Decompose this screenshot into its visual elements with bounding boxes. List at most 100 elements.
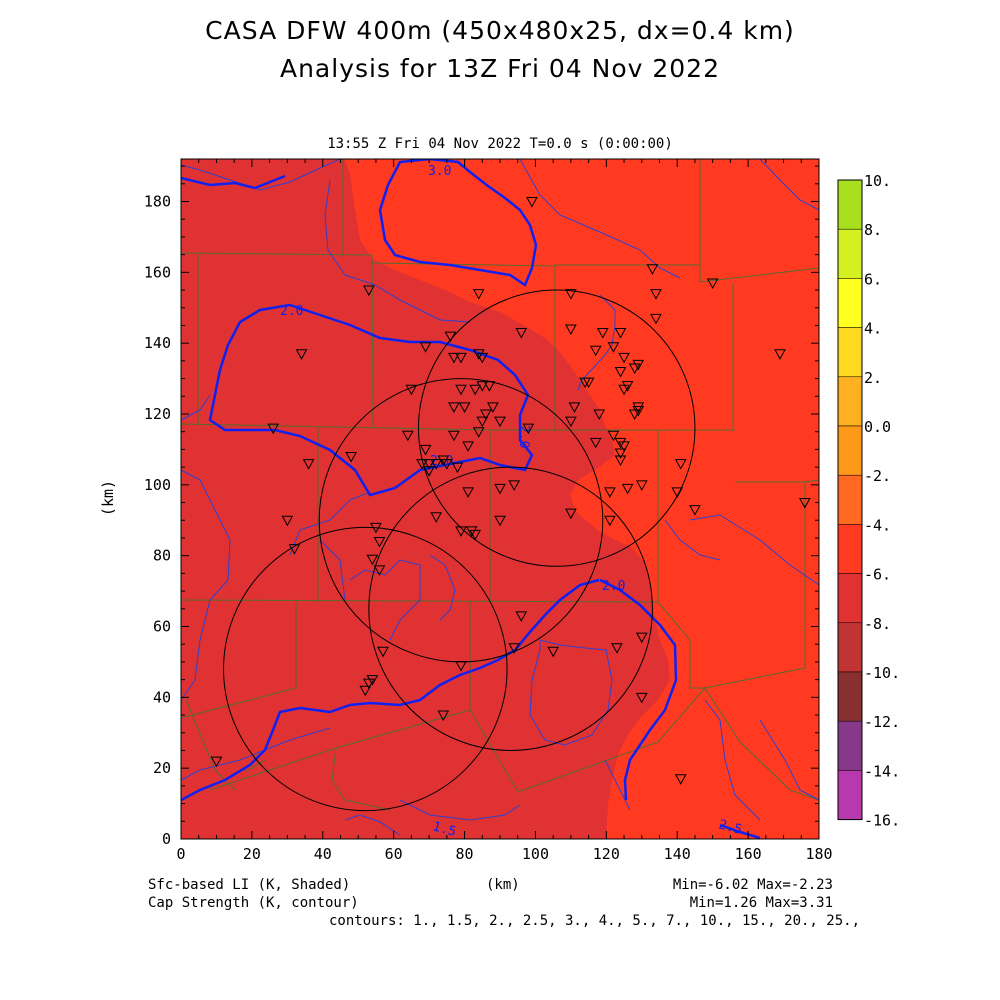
colorbar-label: -16. <box>864 812 900 830</box>
station-marker <box>593 409 606 421</box>
station-marker <box>476 416 489 428</box>
footer-contour-levels: contours: 1., 1.5, 2., 2.5, 3., 4., 5., … <box>328 913 860 929</box>
station-marker <box>451 462 464 474</box>
station-marker <box>565 416 577 428</box>
station-marker <box>582 377 595 389</box>
thin-contours <box>181 159 819 836</box>
station-marker <box>628 363 641 374</box>
colorbar-label: 0.0 <box>864 418 891 436</box>
colorbar-swatch <box>837 720 863 771</box>
station-marker <box>472 289 485 300</box>
station-marker <box>565 508 577 520</box>
x-tick-label: 180 <box>805 845 832 863</box>
station-marker <box>448 402 460 413</box>
station-marker <box>522 423 535 435</box>
station-marker <box>359 685 372 697</box>
radar-ring-3 <box>368 466 653 751</box>
station-marker <box>472 427 485 438</box>
station-marker <box>494 416 506 428</box>
x-tick-label: 160 <box>735 845 762 863</box>
station-markers <box>210 197 811 785</box>
contour-label-2a: 2.0 <box>280 304 303 319</box>
station-marker <box>455 526 467 537</box>
colorbar-label: -8. <box>864 615 891 633</box>
colorbar-label: -12. <box>864 713 900 731</box>
y-tick-label: 20 <box>153 759 171 777</box>
station-marker <box>423 466 435 477</box>
li-minus4-to-minus6-region <box>181 159 670 839</box>
station-marker <box>614 367 627 378</box>
y-tick-label: 0 <box>162 830 171 848</box>
x-axis: 0 20 40 60 80 100 120 140 160 180 <box>176 159 833 863</box>
station-marker <box>547 646 560 658</box>
station-marker <box>568 402 581 413</box>
station-marker <box>689 505 701 516</box>
colorbar-swatch <box>837 524 863 574</box>
footer-cap-minmax: Min=1.26 Max=3.31 <box>689 895 833 911</box>
station-marker <box>508 480 521 491</box>
station-marker <box>419 342 432 353</box>
radar-ring-4 <box>223 526 508 812</box>
station-marker <box>472 349 485 360</box>
station-marker <box>611 643 623 654</box>
station-marker <box>373 565 386 576</box>
station-marker <box>565 324 577 336</box>
station-marker <box>366 675 379 686</box>
station-marker <box>469 529 482 541</box>
station-marker <box>650 289 662 300</box>
station-marker <box>462 487 474 498</box>
colorbar-label: -4. <box>864 516 891 534</box>
station-marker <box>455 660 467 672</box>
y-axis-label: (km) <box>99 480 117 516</box>
station-marker <box>370 522 382 534</box>
station-marker <box>614 328 627 339</box>
station-marker <box>405 384 418 396</box>
colorbar-swatch <box>837 622 863 673</box>
x-tick-label: 60 <box>385 845 403 863</box>
colorbar-frame <box>837 179 863 821</box>
colorbar: 10. 8. 6. 4. 2. 0.0 -2. -4. -6. -8. -10. -12. -14. -1… <box>837 172 900 830</box>
map-subtitle: Analysis for 13Z Fri 04 Nov 2022 <box>279 54 720 83</box>
station-marker <box>494 515 506 527</box>
station-marker <box>363 285 375 297</box>
colorbar-swatch <box>837 770 863 820</box>
station-marker <box>281 515 294 527</box>
station-marker <box>618 352 630 364</box>
station-marker <box>607 342 620 353</box>
station-marker <box>646 264 659 275</box>
colorbar-label: -10. <box>864 664 900 682</box>
radar-ring-1 <box>417 289 696 567</box>
station-marker <box>440 459 453 470</box>
station-marker <box>288 544 301 555</box>
station-marker <box>565 289 577 300</box>
station-marker <box>469 384 482 396</box>
station-marker <box>476 381 489 392</box>
colorbar-swatch <box>837 474 863 525</box>
station-marker <box>632 359 645 371</box>
x-tick-label: 20 <box>243 845 261 863</box>
colorbar-swatch <box>837 327 863 378</box>
station-marker <box>515 328 528 339</box>
station-marker <box>302 459 315 470</box>
x-tick-label: 40 <box>314 845 332 863</box>
station-marker <box>465 526 478 537</box>
y-tick-label: 60 <box>153 618 171 636</box>
station-marker <box>589 437 602 449</box>
colorbar-swatch <box>837 228 863 279</box>
footer-shaded-label: Sfc-based LI (K, Shaded) <box>148 877 351 893</box>
station-marker <box>444 331 457 343</box>
station-marker <box>430 459 443 470</box>
thick-contours <box>181 159 761 839</box>
station-marker <box>706 278 719 289</box>
li-shaded-field <box>181 159 819 839</box>
station-marker <box>596 328 609 339</box>
valid-time-label: 13:55 Z Fri 04 Nov 2022 T=0.0 s (0:00:00… <box>327 136 673 152</box>
colorbar-label: -14. <box>864 762 900 780</box>
y-tick-label: 140 <box>144 334 171 352</box>
footer-li-minmax: Min=-6.02 Max=-2.23 <box>672 877 833 893</box>
colorbar-label: 10. <box>864 172 891 190</box>
colorbar-swatch <box>837 179 863 230</box>
station-marker <box>494 483 506 495</box>
colorbar-label: 2. <box>864 369 882 387</box>
